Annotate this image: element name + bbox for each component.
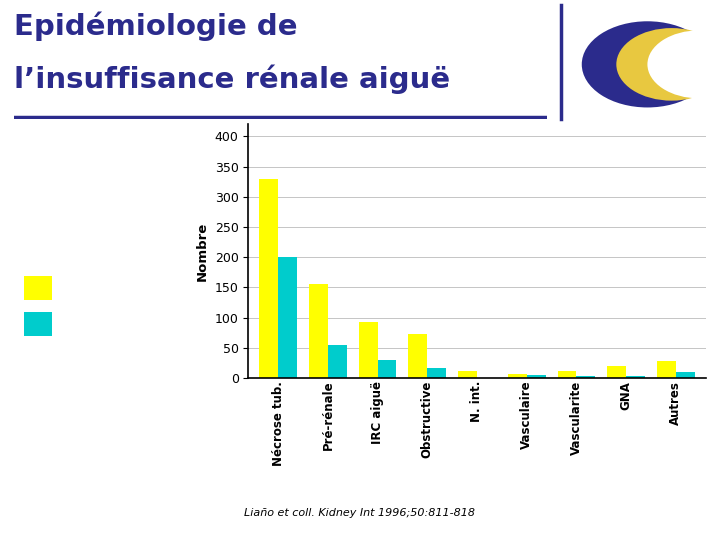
Bar	[427, 368, 446, 378]
Y-axis label: Nombre: Nombre	[197, 221, 210, 281]
Bar	[577, 376, 595, 378]
Bar	[408, 334, 427, 378]
Bar	[359, 322, 377, 378]
Bar	[328, 345, 347, 378]
FancyBboxPatch shape	[24, 312, 53, 336]
Circle shape	[616, 28, 720, 100]
Circle shape	[582, 21, 713, 107]
Bar	[626, 376, 645, 378]
Bar	[377, 360, 397, 378]
Bar	[458, 371, 477, 378]
Bar	[657, 361, 676, 378]
Text: l’insuffisance rénale aiguë: l’insuffisance rénale aiguë	[14, 64, 451, 94]
Bar	[508, 374, 527, 378]
Text: Liaño et coll. Kidney Int 1996;50:811-818: Liaño et coll. Kidney Int 1996;50:811-81…	[245, 508, 475, 518]
Bar	[259, 179, 278, 378]
Text: 18 hôpitaux
madrilènes
Période 9 mois: 18 hôpitaux madrilènes Période 9 mois	[27, 145, 131, 199]
Bar	[557, 372, 577, 378]
Bar	[607, 366, 626, 378]
Bar	[527, 375, 546, 378]
Text: Décès: Décès	[65, 318, 110, 330]
Bar	[278, 257, 297, 378]
Bar	[676, 372, 695, 378]
Text: Nb cas: Nb cas	[65, 281, 115, 294]
Bar	[309, 285, 328, 378]
FancyBboxPatch shape	[24, 276, 53, 300]
Text: Epidémiologie de: Epidémiologie de	[14, 11, 298, 40]
Circle shape	[647, 30, 720, 98]
